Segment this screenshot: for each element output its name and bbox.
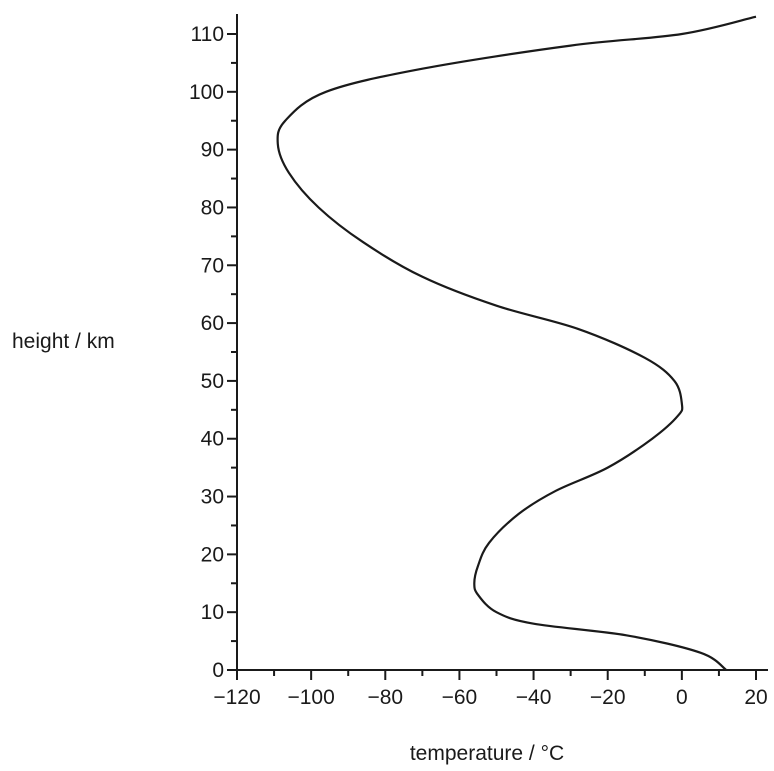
y-tick-label: 60 bbox=[201, 312, 224, 335]
ticks: 0 10 20 30 40 50 60 70 80 90 100 110 −120 −100 −80 −60 −… bbox=[189, 23, 768, 709]
x-tick-label: 0 bbox=[676, 686, 688, 709]
x-tick-label: −100 bbox=[287, 686, 334, 709]
x-tick-label: −80 bbox=[367, 686, 403, 709]
y-tick-label: 100 bbox=[189, 81, 224, 104]
series bbox=[276, 15, 757, 671]
x-tick-label: −120 bbox=[213, 686, 260, 709]
y-tick-label: 0 bbox=[212, 659, 224, 682]
x-tick-label: −40 bbox=[516, 686, 552, 709]
y-axis-title: height / km bbox=[12, 330, 115, 353]
axes bbox=[236, 14, 768, 671]
y-tick-label: 80 bbox=[201, 196, 224, 219]
y-tick-label: 20 bbox=[201, 543, 224, 566]
y-tick-label: 110 bbox=[191, 23, 224, 46]
y-tick-label: 50 bbox=[201, 370, 224, 393]
x-tick-label: −20 bbox=[590, 686, 626, 709]
x-tick-label: 20 bbox=[744, 686, 767, 709]
y-tick-label: 70 bbox=[201, 254, 224, 277]
x-axis-title: temperature / °C bbox=[410, 742, 564, 765]
y-tick-label: 90 bbox=[201, 139, 224, 162]
y-tick-label: 30 bbox=[201, 486, 224, 509]
x-tick-label: −60 bbox=[442, 686, 478, 709]
y-tick-label: 40 bbox=[201, 428, 224, 451]
temperature-profile-line bbox=[276, 15, 757, 671]
y-tick-label: 10 bbox=[201, 601, 224, 624]
